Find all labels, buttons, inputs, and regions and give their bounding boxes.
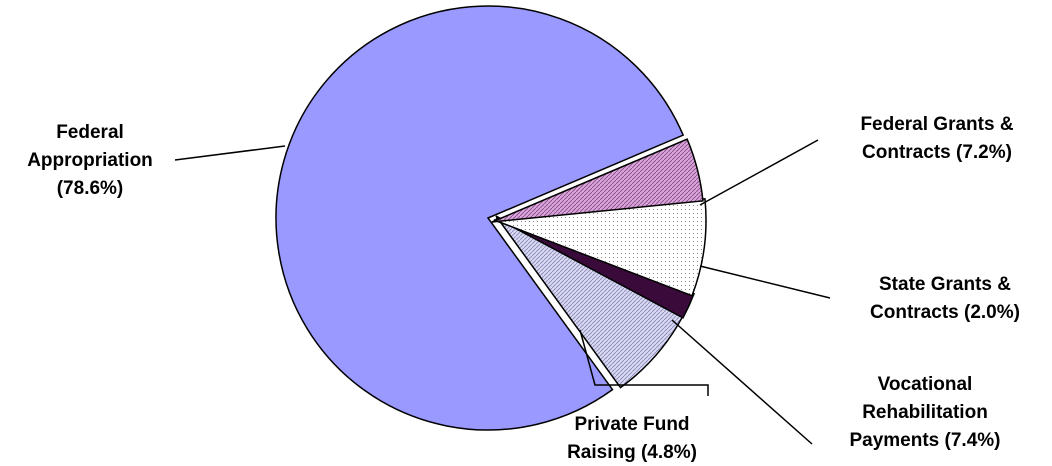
pie-slice-private-fund	[491, 138, 704, 223]
slice-label-line: Rehabilitation	[862, 402, 988, 423]
slice-label-line: Private Fund	[574, 414, 689, 435]
slice-label-line: Vocational	[878, 374, 973, 395]
pie-slice-vocational	[493, 198, 707, 297]
slice-label-federal: Federal Appropriation (78.6%)	[27, 122, 153, 199]
leader-line-federal-grants	[699, 139, 819, 206]
slice-label-line: Appropriation	[27, 150, 153, 171]
leader-line-federal	[174, 145, 286, 161]
slice-label-line: Raising (4.8%)	[567, 442, 697, 463]
slice-label-line: Contracts (2.0%)	[870, 302, 1020, 323]
leader-line-vocational	[671, 319, 813, 445]
slice-label-vocational: Vocational Rehabilitation Payments (7.4%)	[849, 374, 1000, 451]
pie-slice-federal	[275, 5, 685, 431]
slice-label-line: State Grants &	[879, 274, 1011, 295]
slice-label-line: Federal Grants &	[860, 114, 1013, 135]
slice-label-line: Federal	[56, 122, 124, 143]
slice-label-federal-grants: Federal Grants & Contracts (7.2%)	[860, 114, 1013, 163]
slice-label-line: (78.6%)	[57, 178, 124, 199]
leader-line-private-fund	[579, 329, 709, 396]
slice-label-private-fund: Private Fund Raising (4.8%)	[567, 414, 697, 463]
pie-slices	[275, 5, 707, 431]
slice-labels: Federal Appropriation (78.6%) Federal Grant…	[27, 114, 1020, 463]
slice-label-state-grants: State Grants & Contracts (2.0%)	[870, 274, 1020, 323]
leader-lines	[174, 139, 831, 445]
slice-label-line: Contracts (7.2%)	[862, 142, 1012, 163]
pie-slice-state-grants	[495, 217, 695, 319]
slice-label-line: Payments (7.4%)	[849, 430, 1000, 451]
leader-line-state-grants	[699, 265, 831, 299]
